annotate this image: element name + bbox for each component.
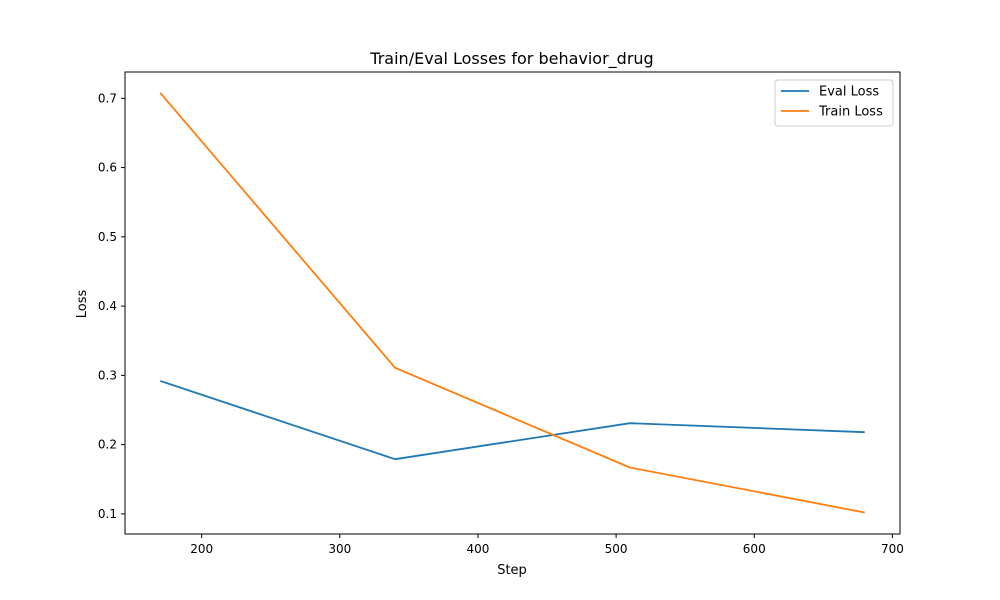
y-tick-label: 0.3 [98, 368, 117, 382]
chart-title: Train/Eval Losses for behavior_drug [369, 49, 653, 69]
y-axis: 0.1 0.2 0.3 0.4 0.5 0.6 0.7 [98, 91, 125, 521]
y-axis-label: Loss [75, 290, 90, 319]
x-tick-label: 500 [605, 542, 628, 556]
plot-frame [124, 71, 901, 535]
y-tick-label: 0.2 [98, 438, 117, 452]
x-axis-label: Step [497, 563, 527, 578]
x-tick-label: 600 [743, 542, 766, 556]
x-tick-label: 700 [881, 542, 904, 556]
y-tick-label: 0.1 [98, 507, 117, 521]
x-tick-label: 200 [190, 542, 213, 556]
x-tick-label: 400 [467, 542, 490, 556]
plot-area [159, 92, 865, 514]
x-tick-label: 300 [328, 542, 351, 556]
legend: Eval Loss Train Loss [774, 79, 894, 127]
y-tick-label: 0.4 [98, 299, 117, 313]
series-line-train-loss [159, 92, 865, 514]
y-tick-label: 0.5 [98, 230, 117, 244]
y-tick-label: 0.6 [98, 161, 117, 175]
series-line-eval-loss [159, 380, 865, 461]
y-tick-label: 0.7 [98, 91, 117, 105]
x-axis: 200 300 400 500 600 700 [190, 534, 904, 556]
legend-label-eval-loss: Eval Loss [819, 85, 879, 100]
legend-label-train-loss: Train Loss [818, 105, 883, 120]
